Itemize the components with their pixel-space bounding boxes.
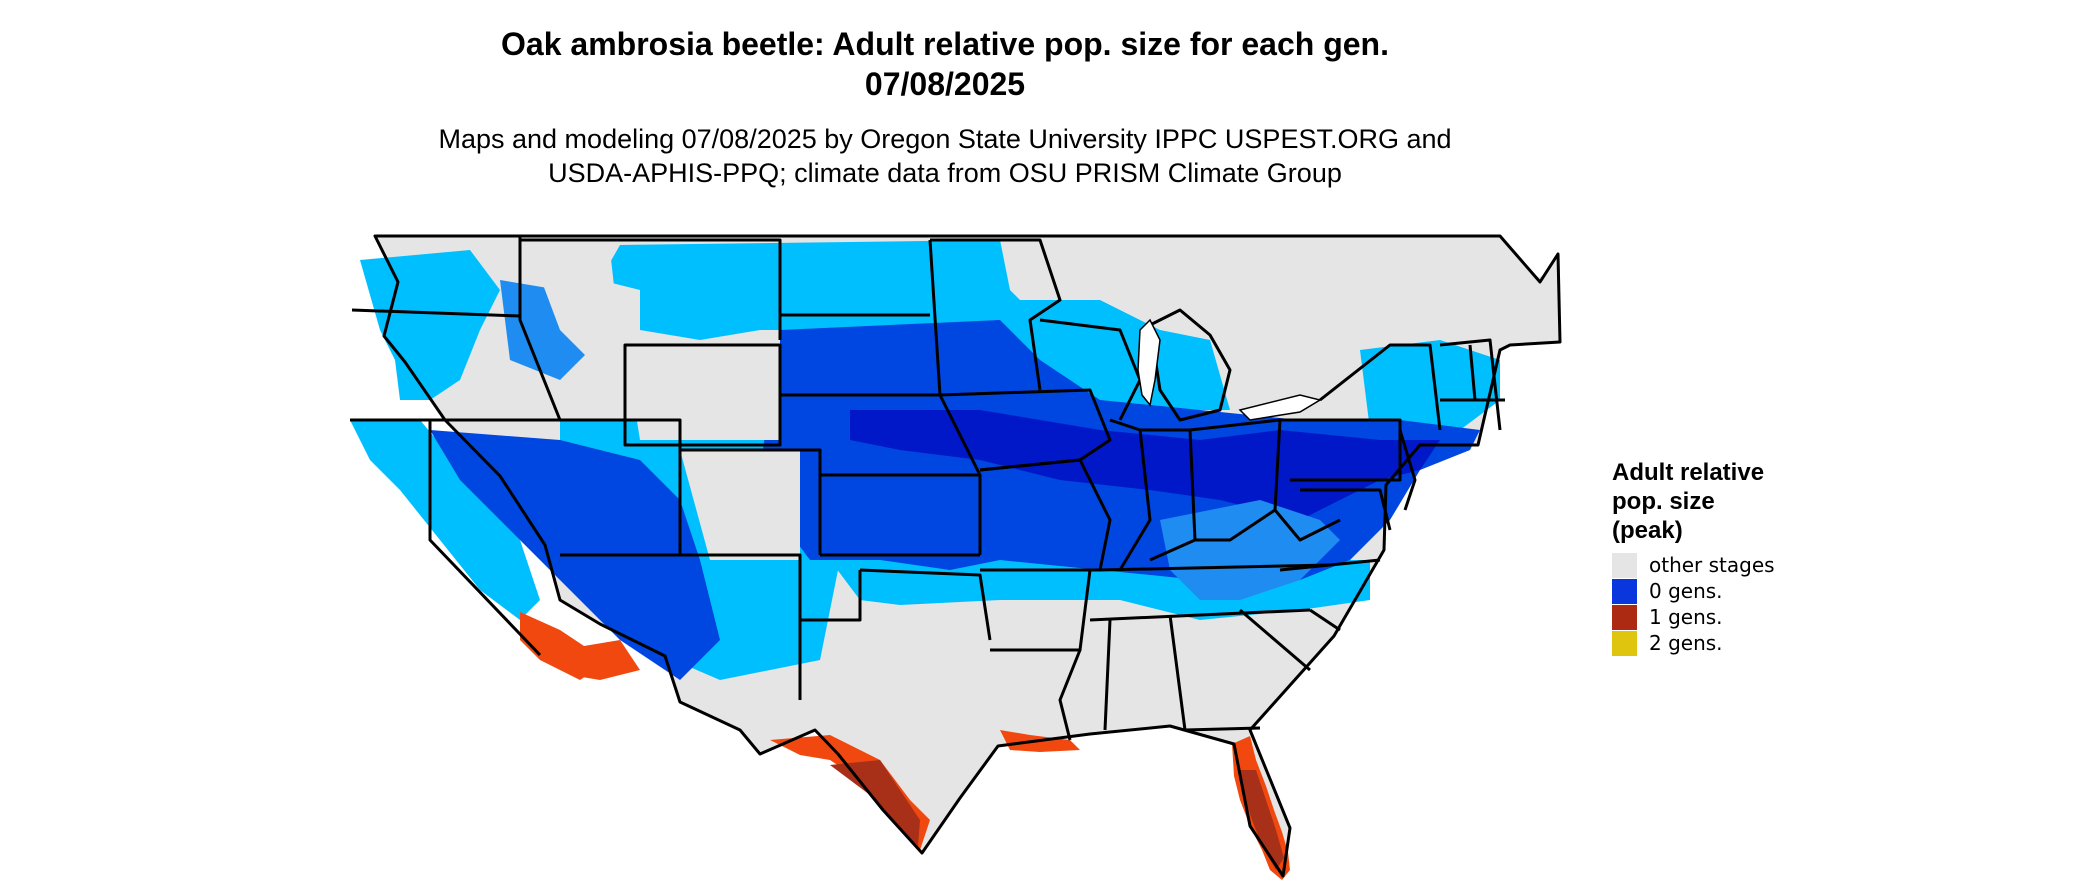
border-nm-tx bbox=[800, 570, 862, 622]
one-gens-swatch bbox=[1612, 604, 1637, 630]
map-title: Oak ambrosia beetle: Adult relative pop.… bbox=[0, 24, 1890, 104]
legend-label-zero-gens: 0 gens. bbox=[1649, 579, 1723, 603]
legend-title: Adult relative pop. size (peak) bbox=[1612, 458, 1912, 545]
us-outline bbox=[373, 234, 1562, 878]
lake-erie bbox=[1238, 394, 1322, 421]
zone-grey-idaho bbox=[530, 250, 620, 360]
border-az-nm bbox=[560, 553, 802, 700]
legend-label-two-gens: 2 gens. bbox=[1649, 631, 1723, 655]
border-mn bbox=[930, 238, 1062, 391]
border-al-ga bbox=[1168, 614, 1187, 731]
border-va-nc bbox=[1279, 558, 1381, 572]
border-il bbox=[1109, 418, 1152, 571]
border-wv-va bbox=[1273, 509, 1341, 542]
zero-gens-swatch bbox=[1612, 578, 1637, 604]
border-nv-ca bbox=[428, 420, 542, 657]
border-ny bbox=[1319, 343, 1442, 431]
two-gens-swatch bbox=[1612, 630, 1637, 656]
border-co bbox=[680, 448, 822, 555]
border-in bbox=[1140, 428, 1197, 562]
border-ga-fl bbox=[1184, 726, 1261, 732]
map-title-date: 07/08/2025 bbox=[864, 66, 1026, 102]
florida-zone bbox=[1232, 736, 1290, 880]
legend-label-other-stages: other stages bbox=[1649, 553, 1775, 577]
border-pa bbox=[1280, 418, 1402, 482]
border-la bbox=[990, 648, 1082, 741]
legend-title-line2: pop. size bbox=[1612, 488, 1715, 515]
border-ms-al bbox=[1103, 619, 1112, 731]
zone-mid-blue-rockies bbox=[500, 280, 600, 380]
zone-mid-blue-appalachia bbox=[1160, 500, 1340, 600]
border-wi-il bbox=[1039, 318, 1142, 421]
legend-label-one-gens: 1 gens. bbox=[1649, 605, 1723, 629]
legend-item-one-gens: 1 gens. bbox=[1612, 604, 1912, 630]
border-vt-nh bbox=[1468, 344, 1477, 401]
great-lakes bbox=[1137, 318, 1322, 421]
border-wa-or bbox=[351, 308, 521, 318]
legend-title-line3: (peak) bbox=[1612, 517, 1683, 544]
border-mi-lower bbox=[1148, 308, 1232, 422]
map-subtitle-line2: USDA-APHIS-PPQ; climate data from OSU PR… bbox=[548, 158, 1342, 188]
map-legend: Adult relative pop. size (peak) other st… bbox=[1612, 458, 1912, 656]
zone-light-blue-pnw bbox=[360, 250, 500, 400]
border-ky-tn bbox=[1099, 563, 1331, 572]
zone-red-arizona-east bbox=[560, 640, 640, 680]
border-tn-south bbox=[1089, 608, 1311, 622]
state-boundaries bbox=[350, 234, 1562, 878]
legend-item-two-gens: 2 gens. bbox=[1612, 630, 1912, 656]
border-ga-sc bbox=[1239, 608, 1311, 672]
border-nj bbox=[1398, 429, 1417, 511]
zone-light-blue-california bbox=[350, 420, 540, 620]
border-ok-tx bbox=[859, 568, 992, 641]
zone-grey-wyoming bbox=[625, 340, 780, 440]
legend-title-line1: Adult relative bbox=[1612, 459, 1765, 486]
zone-grey-colorado bbox=[680, 450, 800, 560]
border-wy bbox=[623, 343, 782, 447]
zone-grey-maine bbox=[1500, 270, 1560, 340]
border-nc-sc bbox=[1309, 608, 1341, 632]
map-title-line1: Oak ambrosia beetle: Adult relative pop.… bbox=[501, 26, 1389, 62]
legend-item-zero-gens: 0 gens. bbox=[1612, 578, 1912, 604]
lake-michigan bbox=[1137, 318, 1161, 407]
border-id bbox=[518, 236, 562, 421]
legend-item-other-stages: other stages bbox=[1612, 552, 1912, 578]
border-plains-east bbox=[928, 239, 982, 555]
border-md bbox=[1300, 488, 1392, 531]
other-stages-swatch bbox=[1612, 552, 1637, 578]
map-subtitle: Maps and modeling 07/08/2025 by Oregon S… bbox=[0, 122, 1890, 190]
border-mt bbox=[520, 238, 782, 340]
map-subtitle-line1: Maps and modeling 07/08/2025 by Oregon S… bbox=[438, 124, 1452, 154]
